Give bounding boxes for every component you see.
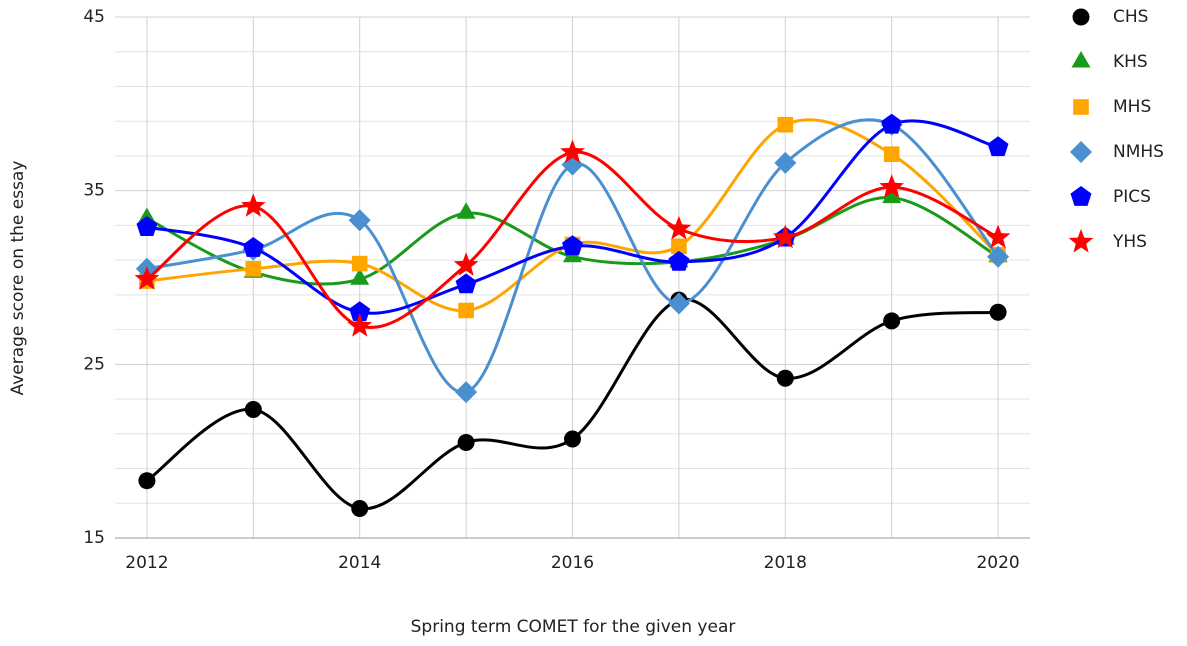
legend-label: CHS <box>1113 7 1148 27</box>
legend-label: MHS <box>1113 97 1151 117</box>
series-line <box>146 118 1000 313</box>
marker <box>776 369 794 387</box>
legend-label: KHS <box>1113 52 1148 72</box>
legend-label: NMHS <box>1113 142 1164 162</box>
marker <box>349 301 371 322</box>
legend-label: PICS <box>1113 187 1151 207</box>
marker <box>136 216 158 236</box>
marker <box>879 174 904 198</box>
marker <box>348 209 371 232</box>
marker <box>564 430 581 448</box>
marker <box>883 146 900 162</box>
marker <box>560 139 585 163</box>
marker <box>455 273 477 294</box>
marker <box>138 472 156 490</box>
legend-item: NMHS <box>1070 141 1164 163</box>
legend-marker <box>1072 8 1090 26</box>
marker <box>882 186 902 204</box>
marker <box>772 224 798 249</box>
legend-marker <box>1071 51 1091 68</box>
x-tick-label: 2016 <box>551 553 594 573</box>
legend-marker <box>1068 229 1094 253</box>
marker <box>350 268 370 285</box>
legend-item: CHS <box>1072 7 1148 27</box>
marker <box>457 433 475 451</box>
x-tick-label: 2018 <box>764 553 807 573</box>
marker <box>883 312 901 330</box>
marker <box>241 193 266 217</box>
marker <box>244 400 262 418</box>
x-tick-label: 2020 <box>976 553 1019 573</box>
x-axis-title: Spring term COMET for the given year <box>411 617 736 637</box>
marker <box>456 202 476 219</box>
legend-marker <box>1070 141 1092 163</box>
legend-item: MHS <box>1073 97 1151 117</box>
marker <box>347 313 373 337</box>
series-line <box>146 150 999 330</box>
y-tick-label: 15 <box>83 528 105 548</box>
legend-marker <box>1073 99 1089 115</box>
marker <box>985 224 1011 249</box>
marker <box>667 292 690 315</box>
legend-marker <box>1070 186 1092 206</box>
marker <box>881 113 903 134</box>
marker <box>245 261 262 277</box>
marker <box>987 136 1009 157</box>
y-tick-label: 35 <box>83 181 105 201</box>
marker <box>134 266 160 290</box>
x-tick-label: 2014 <box>338 553 381 573</box>
marker <box>455 381 478 404</box>
marker <box>989 303 1007 321</box>
legend-label: YHS <box>1112 232 1147 252</box>
marker <box>671 238 687 254</box>
marker <box>666 215 692 240</box>
marker <box>453 252 479 276</box>
x-tick-label: 2012 <box>125 553 168 573</box>
marker <box>668 250 690 271</box>
marker <box>987 245 1010 268</box>
marker <box>774 151 797 174</box>
marker <box>458 302 474 319</box>
legend-item: PICS <box>1070 186 1151 207</box>
marker <box>562 235 583 256</box>
legend-item: YHS <box>1068 229 1147 253</box>
y-tick-label: 45 <box>83 7 105 27</box>
marker <box>777 116 794 133</box>
legend-item: KHS <box>1071 51 1148 72</box>
marker <box>242 237 264 257</box>
marker <box>351 255 368 272</box>
y-axis-title: Average score on the essay <box>8 161 28 396</box>
marker <box>351 499 369 517</box>
y-tick-label: 25 <box>83 354 105 374</box>
